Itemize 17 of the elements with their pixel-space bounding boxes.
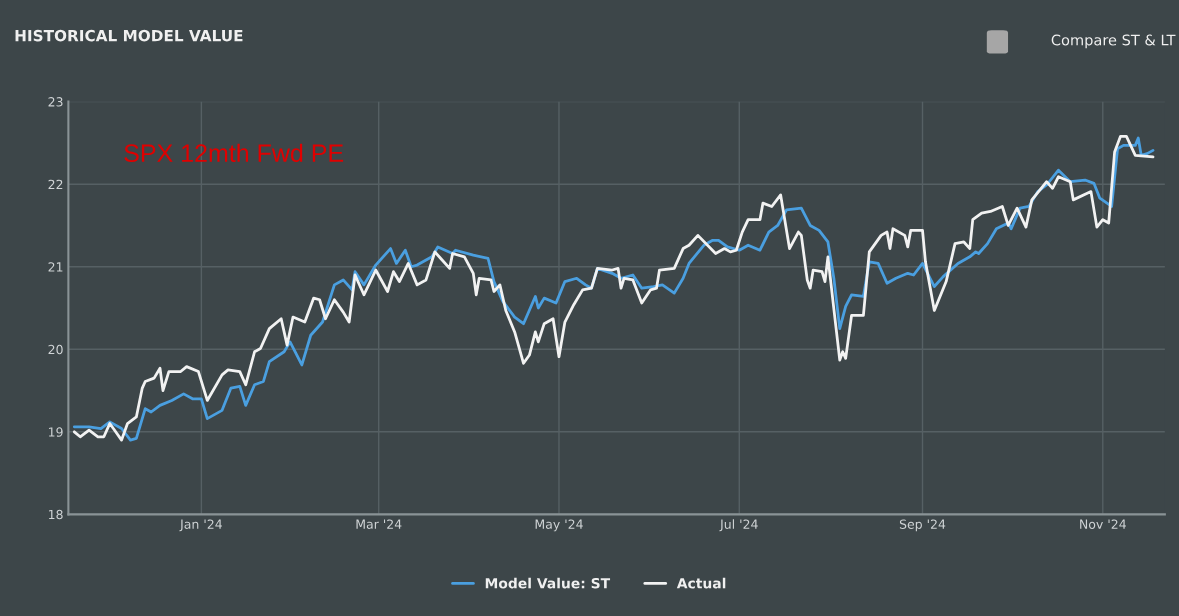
legend-label: Model Value: ST [485,577,611,589]
chart-title: HISTORICAL MODEL VALUE [15,29,243,42]
x-tick-label: Sep '24 [899,519,946,532]
x-tick-label: Jul '24 [719,519,758,532]
y-tick-label: 18 [48,509,63,520]
y-tick-label: 19 [48,427,63,437]
y-tick-label: 23 [48,97,63,107]
y-tick-label: 21 [48,262,63,272]
text: Compare ST & LT [1051,34,1176,49]
y-tick-label: 22 [48,179,63,189]
x-tick-label: Mar '24 [356,519,402,529]
legend-label: Actual [676,577,726,589]
x-tick-label: Nov '24 [1080,519,1126,529]
x-tick-label: May '24 [535,519,583,532]
y-tick-label: 20 [48,344,63,355]
annotation: SPX 12mth Fwd PE [124,143,344,162]
x-tick-label: Jan '24 [179,519,222,532]
